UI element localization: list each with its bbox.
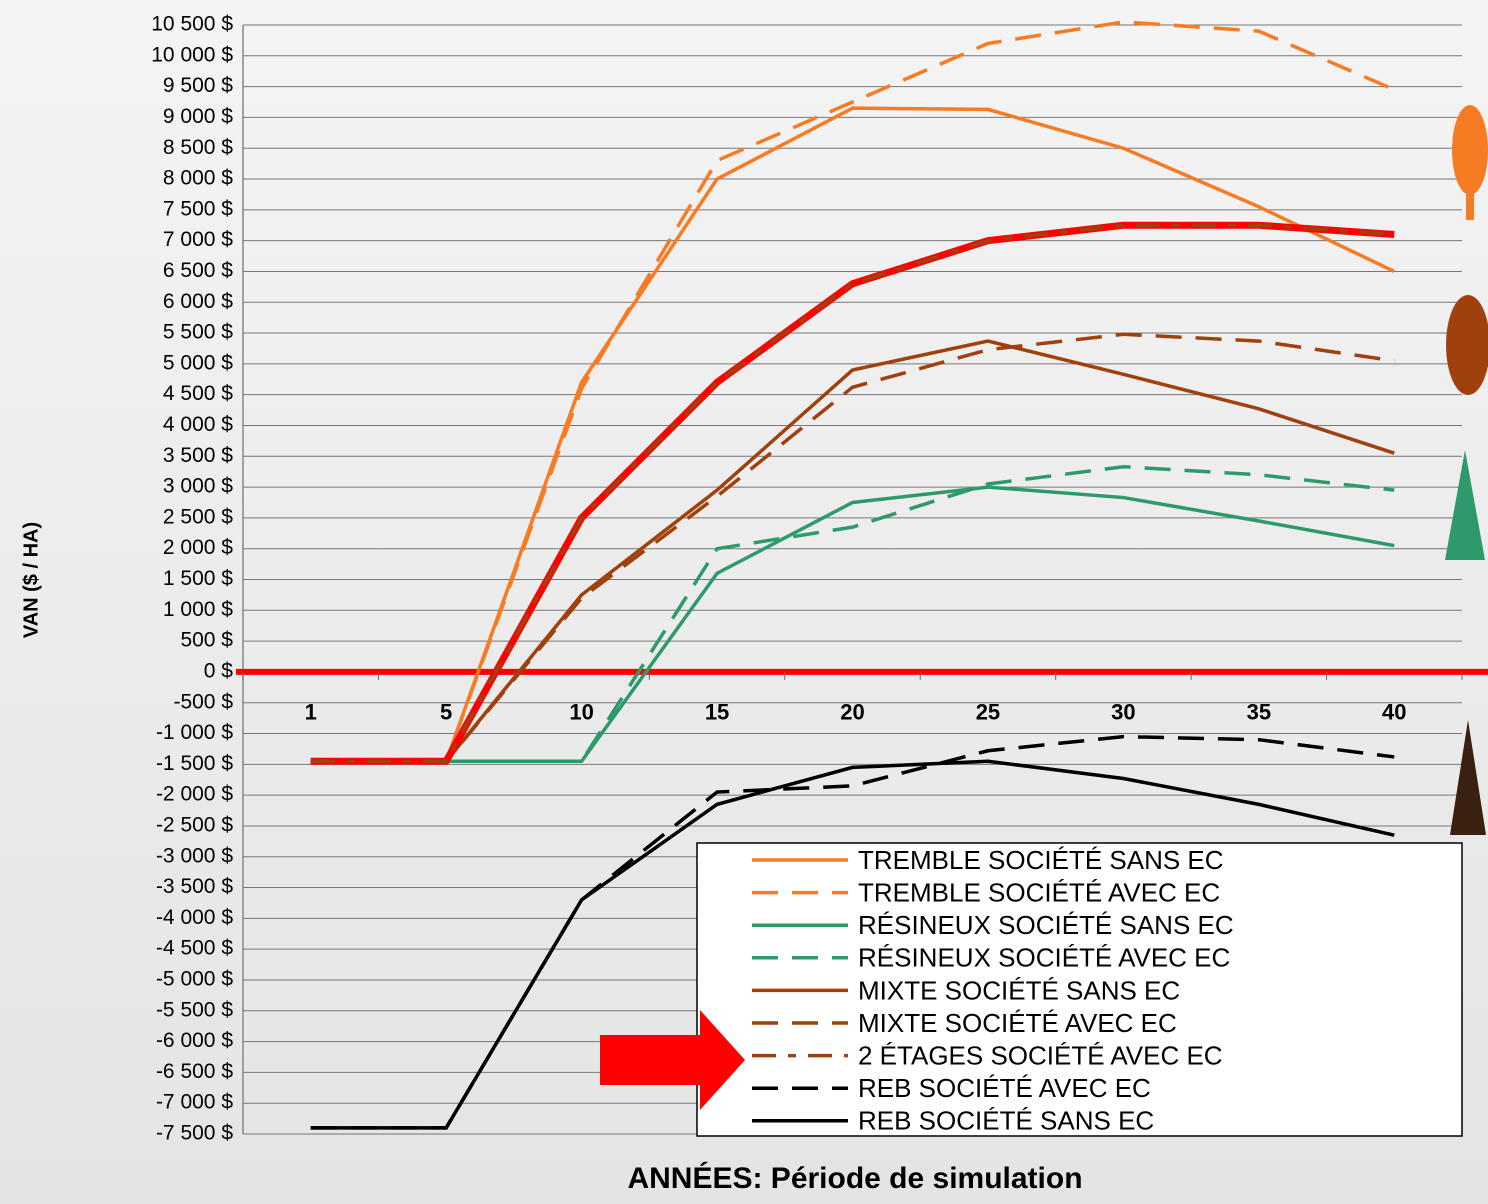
x-tick-label: 15 — [705, 700, 729, 725]
y-tick-label: 2 500 $ — [163, 505, 233, 528]
tree-icon — [1452, 105, 1488, 195]
y-tick-label: 10 000 $ — [151, 43, 233, 66]
y-tick-label: 5 500 $ — [163, 321, 233, 344]
tree-icons — [1445, 105, 1488, 835]
y-tick-label: 8 500 $ — [163, 136, 233, 159]
y-tick-label: -4 000 $ — [156, 906, 233, 929]
legend-label: REB SOCIÉTÉ SANS EC — [858, 1106, 1154, 1136]
y-tick-label: -6 500 $ — [156, 1060, 233, 1083]
y-tick-label: 500 $ — [180, 629, 233, 652]
lines — [310, 20, 1396, 1130]
y-tick-label: -7 500 $ — [156, 1122, 233, 1145]
legend-label: TREMBLE SOCIÉTÉ AVEC EC — [858, 877, 1220, 907]
y-tick-label: -7 000 $ — [156, 1091, 233, 1114]
legend-label: TREMBLE SOCIÉTÉ SANS EC — [858, 845, 1224, 875]
x-tick-label: 40 — [1382, 700, 1406, 725]
y-tick-label: 7 500 $ — [163, 197, 233, 220]
legend-label: RÉSINEUX SOCIÉTÉ AVEC EC — [858, 943, 1230, 973]
y-tick-label: -5 500 $ — [156, 998, 233, 1021]
y-tick-label: 1 500 $ — [163, 567, 233, 590]
x-tick-label: 35 — [1247, 700, 1271, 725]
arrow — [600, 1010, 745, 1110]
y-tick-label: -2 500 $ — [156, 813, 233, 836]
y-tick-label: -3 000 $ — [156, 844, 233, 867]
y-tick-label: 8 000 $ — [163, 167, 233, 190]
y-tick-label: 10 500 $ — [151, 13, 233, 36]
y-tick-label: -500 $ — [173, 690, 233, 713]
legend-label: MIXTE SOCIÉTÉ SANS EC — [858, 975, 1180, 1005]
tree-icon — [1450, 720, 1486, 835]
y-axis-title: VAN ($ / HA) — [20, 522, 42, 638]
y-tick-label: -4 500 $ — [156, 937, 233, 960]
y-tick-label: -3 500 $ — [156, 875, 233, 898]
y-tick-label: 7 000 $ — [163, 228, 233, 251]
legend-label: RÉSINEUX SOCIÉTÉ SANS EC — [858, 910, 1234, 940]
series-line — [310, 759, 1395, 1130]
y-tick-label: 1 000 $ — [163, 598, 233, 621]
tree-icon — [1445, 450, 1485, 560]
x-tick-label: 5 — [440, 700, 452, 725]
x-tick-label: 30 — [1111, 700, 1135, 725]
y-tick-label: 4 000 $ — [163, 413, 233, 436]
y-tick-label: 9 500 $ — [163, 74, 233, 97]
legend-label: REB SOCIÉTÉ AVEC EC — [858, 1073, 1151, 1103]
x-tick-label: 25 — [976, 700, 1000, 725]
y-tick-label: -2 000 $ — [156, 783, 233, 806]
y-tick-label: -1 500 $ — [156, 752, 233, 775]
tree-icon — [1466, 180, 1474, 220]
y-tick-label: 3 000 $ — [163, 475, 233, 498]
x-axis-title: ANNÉES: Période de simulation — [627, 1161, 1082, 1195]
legend-label: 2 ÉTAGES SOCIÉTÉ AVEC EC — [858, 1040, 1223, 1070]
y-tick-label: -6 000 $ — [156, 1029, 233, 1052]
y-tick-label: 3 500 $ — [163, 444, 233, 467]
series-line — [310, 332, 1395, 764]
y-tick-label: 5 000 $ — [163, 351, 233, 374]
y-tick-label: 0 $ — [204, 659, 234, 682]
y-tick-label: -5 000 $ — [156, 968, 233, 991]
x-tick-label: 20 — [840, 700, 864, 725]
legend-label: MIXTE SOCIÉTÉ AVEC EC — [858, 1008, 1177, 1038]
x-tick-label: 1 — [305, 700, 317, 725]
tree-icon — [1446, 295, 1488, 395]
y-tick-label: 2 000 $ — [163, 536, 233, 559]
y-tick-label: 6 000 $ — [163, 290, 233, 313]
series-line — [310, 223, 1395, 764]
series-line — [310, 20, 1395, 764]
y-tick-label: 4 500 $ — [163, 382, 233, 405]
x-tick-label: 10 — [569, 700, 593, 725]
y-tick-label: 9 000 $ — [163, 105, 233, 128]
series-line — [310, 106, 1396, 764]
series-line — [310, 464, 1395, 764]
y-tick-label: -1 000 $ — [156, 721, 233, 744]
y-tick-label: 6 500 $ — [163, 259, 233, 282]
